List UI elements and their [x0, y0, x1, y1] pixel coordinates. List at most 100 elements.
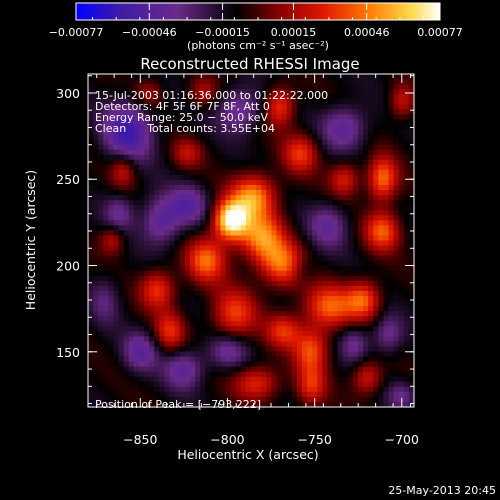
heatmap-cell — [149, 129, 155, 136]
heatmap-cell — [286, 381, 293, 388]
heatmap-cell — [133, 169, 140, 176]
heatmap-cell — [113, 265, 120, 272]
heatmap-cell — [332, 336, 339, 343]
heatmap-cell — [296, 326, 303, 332]
heatmap-cell — [256, 200, 262, 206]
heatmap-cell — [307, 89, 313, 95]
heatmap-cell — [113, 210, 120, 216]
heatmap-cell — [184, 119, 191, 126]
heatmap-cell — [281, 215, 288, 221]
heatmap-cell — [174, 235, 181, 242]
heatmap-cell — [154, 104, 160, 110]
heatmap-cell — [271, 104, 278, 110]
heatmap-cell — [200, 275, 206, 282]
heatmap-cell — [383, 275, 390, 282]
heatmap-cell — [261, 124, 267, 131]
heatmap-cell — [98, 341, 104, 348]
heatmap-cell — [251, 149, 257, 156]
heatmap-cell — [271, 134, 278, 141]
heatmap-cell — [398, 351, 405, 358]
heatmap-cell — [408, 356, 415, 363]
heatmap-cell — [210, 185, 216, 191]
heatmap-cell — [276, 351, 283, 358]
heatmap-cell — [230, 366, 237, 373]
heatmap-cell — [179, 245, 186, 252]
heatmap-cell — [301, 311, 308, 317]
heatmap-cell — [113, 84, 120, 90]
heatmap-cell — [363, 306, 369, 312]
heatmap-cell — [322, 149, 328, 156]
heatmap-cell — [301, 215, 308, 221]
heatmap-cell — [378, 149, 385, 156]
heatmap-cell — [403, 306, 410, 312]
heatmap-cell — [403, 391, 410, 398]
heatmap-cell — [403, 245, 410, 252]
heatmap-cell — [322, 275, 328, 282]
heatmap-cell — [88, 311, 94, 317]
heatmap-cell — [194, 401, 201, 408]
heatmap-cell — [301, 321, 308, 327]
heatmap-cell — [296, 99, 303, 105]
heatmap-cell — [261, 321, 267, 327]
heatmap-cell — [164, 321, 171, 327]
heatmap-cell — [383, 296, 390, 302]
heatmap-cell — [210, 255, 216, 262]
heatmap-cell — [307, 230, 313, 237]
heatmap-cell — [383, 240, 390, 247]
heatmap-cell — [179, 346, 186, 353]
heatmap-cell — [108, 336, 115, 343]
heatmap-cell — [138, 149, 145, 156]
heatmap-cell — [108, 114, 115, 121]
heatmap-cell — [128, 169, 135, 176]
heatmap-cell — [103, 270, 109, 277]
heatmap-cell — [154, 179, 160, 186]
heatmap-cell — [403, 225, 410, 232]
heatmap-cell — [103, 361, 109, 368]
heatmap-cell — [103, 225, 109, 232]
heatmap-cell — [164, 215, 171, 221]
heatmap-cell — [189, 356, 196, 363]
heatmap-cell — [383, 301, 390, 307]
heatmap-cell — [138, 371, 145, 378]
heatmap-cell — [327, 144, 334, 151]
heatmap-cell — [296, 396, 303, 403]
heatmap-cell — [149, 321, 155, 327]
heatmap-cell — [403, 190, 410, 196]
heatmap-cell — [220, 376, 227, 383]
heatmap-cell — [245, 190, 252, 196]
heatmap-cell — [108, 396, 115, 403]
heatmap-cell — [205, 99, 211, 105]
heatmap-cell — [159, 396, 165, 403]
heatmap-cell — [210, 371, 216, 378]
heatmap-cell — [276, 174, 283, 181]
heatmap-cell — [327, 169, 334, 176]
heatmap-cell — [291, 265, 298, 272]
heatmap-cell — [337, 275, 344, 282]
heatmap-cell — [286, 195, 293, 201]
heatmap-cell — [398, 179, 405, 186]
heatmap-cell — [164, 245, 171, 252]
heatmap-cell — [368, 331, 374, 337]
heatmap-cell — [327, 356, 334, 363]
heatmap-cell — [235, 341, 242, 348]
heatmap-cell — [261, 74, 267, 80]
heatmap-cell — [388, 371, 395, 378]
heatmap-cell — [164, 164, 171, 171]
heatmap-cell — [296, 94, 303, 100]
heatmap-cell — [357, 401, 364, 408]
heatmap-cell — [144, 260, 150, 267]
heatmap-cell — [179, 200, 186, 206]
heatmap-cell — [342, 306, 349, 312]
heatmap-cell — [149, 164, 155, 171]
heatmap-cell — [256, 169, 262, 176]
heatmap-cell — [184, 109, 191, 115]
heatmap-cell — [240, 326, 247, 332]
heatmap-cell — [179, 316, 186, 322]
heatmap-cell — [88, 255, 94, 262]
heatmap-cell — [271, 215, 278, 221]
heatmap-cell — [225, 164, 232, 171]
heatmap-cell — [281, 391, 288, 398]
heatmap-cell — [149, 391, 155, 398]
heatmap-cell — [88, 321, 94, 327]
heatmap-cell — [245, 306, 252, 312]
